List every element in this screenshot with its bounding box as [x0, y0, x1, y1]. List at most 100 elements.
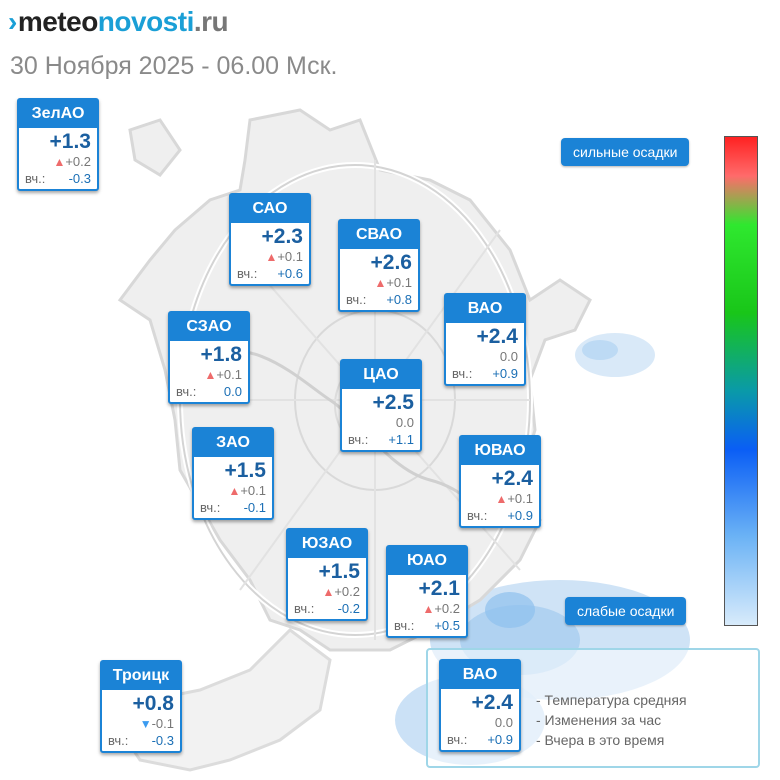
precip-low-label: слабые осадки	[565, 597, 687, 625]
district-yesterday-value: +0.9	[492, 366, 518, 381]
district-yesterday-value: +0.5	[434, 618, 460, 633]
district-temp: +2.1	[418, 577, 460, 600]
yesterday-label: вч.:	[452, 366, 473, 381]
legend-line-temp: - Температура средняя	[536, 692, 687, 708]
district-card-cao[interactable]: ЦАО +2.5 0.0 вч.: +1.1	[340, 359, 422, 452]
district-yesterday: вч.: +0.9	[446, 365, 524, 384]
district-yesterday-value: +1.1	[388, 432, 414, 447]
district-change: ▲+0.1	[194, 483, 272, 499]
legend-line-yesterday: - Вчера в это время	[536, 732, 665, 748]
district-card-yuvao[interactable]: ЮВАО +2.4 ▲+0.1 вч.: +0.9	[459, 435, 541, 528]
district-yesterday-value: +0.8	[386, 292, 412, 307]
legend-example-card: ВАО +2.4 0.0 вч.: +0.9	[439, 659, 521, 752]
yesterday-label: вч.:	[200, 500, 221, 515]
arrow-up-icon: ▲	[322, 585, 335, 599]
legend-card-title: ВАО	[441, 661, 519, 689]
precip-color-scale	[724, 136, 758, 626]
district-temp: +1.5	[318, 560, 360, 583]
district-yesterday-value: +0.9	[507, 508, 533, 523]
district-name: ЗАО	[194, 429, 272, 457]
district-change: ▲+0.1	[340, 275, 418, 291]
district-temp: +1.8	[200, 343, 242, 366]
district-change: 0.0	[342, 415, 420, 431]
district-change: 0.0	[446, 349, 524, 365]
district-temp: +2.4	[491, 467, 533, 490]
district-change: ▲+0.1	[231, 249, 309, 265]
district-change-value: +0.2	[65, 154, 91, 169]
district-yesterday: вч.: +0.5	[388, 617, 466, 636]
precip-area	[485, 592, 535, 628]
arrow-down-icon: ▼	[139, 717, 152, 731]
district-card-svao[interactable]: СВАО +2.6 ▲+0.1 вч.: +0.8	[338, 219, 420, 312]
district-yesterday: вч.: -0.3	[102, 732, 180, 751]
district-temp: +2.5	[372, 391, 414, 414]
district-change: ▼-0.1	[102, 716, 180, 732]
district-card-yuzao[interactable]: ЮЗАО +1.5 ▲+0.2 вч.: -0.2	[286, 528, 368, 621]
forecast-datetime: 30 Ноября 2025 - 06.00 Мск.	[10, 52, 338, 80]
district-temp: +1.5	[224, 459, 266, 482]
yesterday-label: вч.:	[294, 601, 315, 616]
yesterday-label: вч.:	[237, 266, 258, 281]
district-change-value: +0.1	[240, 483, 266, 498]
district-temp: +0.8	[132, 692, 174, 715]
legend-card-change: 0.0	[441, 715, 519, 731]
district-yesterday-value: +0.6	[277, 266, 303, 281]
district-card-zelao[interactable]: ЗелАО +1.3 ▲+0.2 вч.: -0.3	[17, 98, 99, 191]
district-change: ▲+0.2	[288, 584, 366, 600]
district-card-troitsk[interactable]: Троицк +0.8 ▼-0.1 вч.: -0.3	[100, 660, 182, 753]
precip-area	[582, 340, 618, 360]
district-name: СВАО	[340, 221, 418, 249]
district-name: Троицк	[102, 662, 180, 690]
district-yesterday: вч.: +0.9	[461, 507, 539, 526]
district-card-vao[interactable]: ВАО +2.4 0.0 вч.: +0.9	[444, 293, 526, 386]
district-name: СЗАО	[170, 313, 248, 341]
district-yesterday: вч.: -0.1	[194, 499, 272, 518]
yesterday-label: вч.:	[447, 732, 468, 747]
district-card-zao[interactable]: ЗАО +1.5 ▲+0.1 вч.: -0.1	[192, 427, 274, 520]
district-change: ▲+0.2	[388, 601, 466, 617]
district-yesterday: вч.: +0.8	[340, 291, 418, 310]
legend-line-change: - Изменения за час	[536, 712, 662, 728]
district-yesterday: вч.: -0.2	[288, 600, 366, 619]
legend-card-yesterday: вч.: +0.9	[441, 731, 519, 750]
district-temp: +2.3	[261, 225, 303, 248]
legend-lines: - Температура средняя - Изменения за час…	[536, 690, 687, 750]
legend-card-temp: +2.4	[471, 691, 513, 714]
logo-mark: ›	[8, 6, 17, 37]
district-change: ▲+0.1	[170, 367, 248, 383]
district-name: ВАО	[446, 295, 524, 323]
logo-part-novosti: novosti	[97, 6, 195, 37]
arrow-up-icon: ▲	[204, 368, 217, 382]
district-yesterday: вч.: -0.3	[19, 170, 97, 189]
arrow-up-icon: ▲	[374, 276, 387, 290]
district-yesterday-value: -0.3	[151, 733, 174, 748]
district-card-yuao[interactable]: ЮАО +2.1 ▲+0.2 вч.: +0.5	[386, 545, 468, 638]
logo-part-meteo: meteo	[17, 6, 98, 37]
district-change-value: +0.1	[386, 275, 412, 290]
district-change-value: +0.2	[334, 584, 360, 599]
district-temp: +2.6	[370, 251, 412, 274]
site-logo[interactable]: ›meteonovosti.ru	[8, 6, 229, 38]
logo-part-ru: .ru	[193, 6, 229, 37]
district-yesterday-value: -0.3	[68, 171, 91, 186]
arrow-up-icon: ▲	[495, 492, 508, 506]
district-temp: +2.4	[476, 325, 518, 348]
district-change-value: +0.2	[434, 601, 460, 616]
district-change-value: +0.1	[277, 249, 303, 264]
district-card-szao[interactable]: СЗАО +1.8 ▲+0.1 вч.: 0.0	[168, 311, 250, 404]
district-change-value: 0.0	[395, 415, 414, 430]
yesterday-label: вч.:	[25, 171, 46, 186]
district-name: САО	[231, 195, 309, 223]
yesterday-label: вч.:	[467, 508, 488, 523]
district-change: ▲+0.2	[19, 154, 97, 170]
yesterday-label: вч.:	[108, 733, 129, 748]
district-name: ЮВАО	[461, 437, 539, 465]
arrow-up-icon: ▲	[265, 250, 278, 264]
district-name: ЗелАО	[19, 100, 97, 128]
district-card-sao[interactable]: САО +2.3 ▲+0.1 вч.: +0.6	[229, 193, 311, 286]
district-yesterday: вч.: +1.1	[342, 431, 420, 450]
precip-high-label: сильные осадки	[561, 138, 690, 166]
arrow-up-icon: ▲	[53, 155, 66, 169]
arrow-up-icon: ▲	[422, 602, 435, 616]
yesterday-label: вч.:	[348, 432, 369, 447]
